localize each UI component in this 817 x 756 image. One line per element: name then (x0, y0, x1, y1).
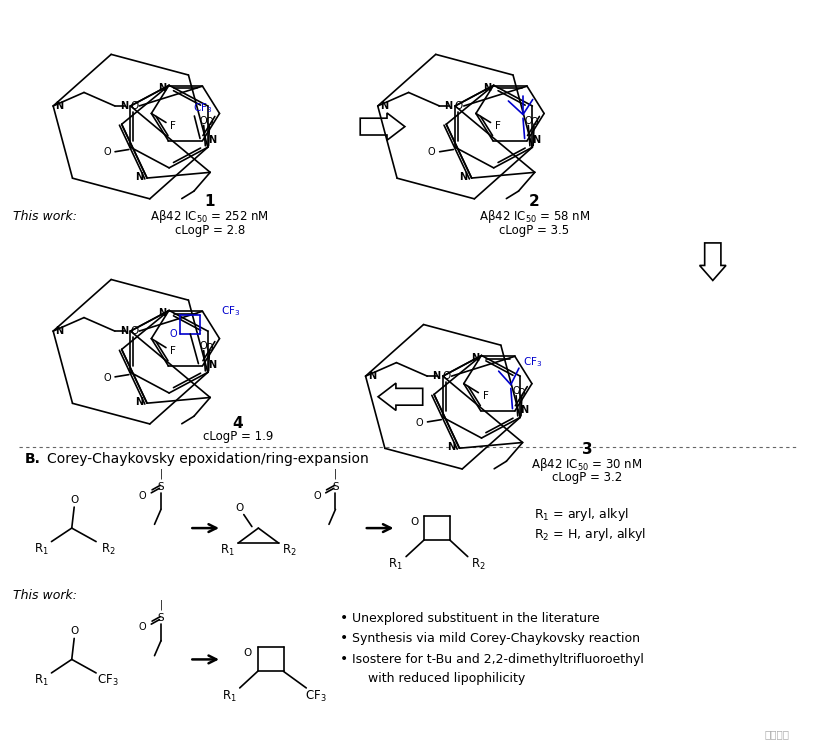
Text: N: N (483, 82, 491, 92)
Text: CF$_3$: CF$_3$ (221, 305, 240, 318)
Text: N: N (120, 326, 128, 336)
Text: N: N (380, 101, 388, 111)
Text: Synthesis via mild Corey-Chaykovsky reaction: Synthesis via mild Corey-Chaykovsky reac… (351, 632, 640, 645)
Text: cLogP = 3.2: cLogP = 3.2 (552, 471, 622, 485)
Text: Aβ42 IC$_{50}$ = 58 nM: Aβ42 IC$_{50}$ = 58 nM (479, 208, 590, 225)
Polygon shape (360, 113, 405, 141)
Text: O: O (206, 117, 213, 128)
Text: O: O (206, 342, 213, 352)
Text: Unexplored substituent in the literature: Unexplored substituent in the literature (351, 612, 600, 624)
Text: O: O (130, 101, 138, 111)
Text: N: N (158, 308, 167, 318)
Text: N: N (135, 397, 143, 407)
Text: N: N (135, 172, 143, 181)
Text: O: O (518, 388, 525, 398)
Text: •: • (340, 631, 348, 646)
Text: N: N (432, 371, 440, 381)
Text: R$_2$: R$_2$ (282, 543, 297, 558)
Text: O: O (130, 326, 138, 336)
Text: with reduced lipophilicity: with reduced lipophilicity (351, 671, 525, 685)
Text: cLogP = 3.5: cLogP = 3.5 (499, 224, 569, 237)
Text: O: O (443, 371, 451, 381)
Text: N: N (533, 135, 541, 144)
Text: 1: 1 (204, 194, 215, 209)
Text: N: N (520, 405, 529, 415)
Polygon shape (378, 383, 422, 411)
Text: cLogP = 2.8: cLogP = 2.8 (175, 224, 245, 237)
Text: B.: B. (25, 452, 41, 466)
Text: CF$_3$: CF$_3$ (193, 101, 212, 116)
Text: CF$_3$: CF$_3$ (523, 355, 542, 369)
Text: N: N (56, 326, 64, 336)
Text: R$_1$: R$_1$ (221, 689, 237, 704)
Text: O: O (170, 329, 177, 339)
Text: F: F (170, 121, 176, 132)
Text: O: O (410, 517, 418, 527)
Text: CF$_3$: CF$_3$ (97, 673, 119, 688)
Text: R$_1$: R$_1$ (33, 541, 48, 556)
Text: R$_2$: R$_2$ (471, 557, 485, 572)
Text: N: N (120, 101, 128, 111)
Text: O: O (70, 494, 78, 504)
Text: N: N (208, 360, 216, 370)
Text: N: N (459, 172, 467, 181)
Text: R$_1$ = aryl, alkyl: R$_1$ = aryl, alkyl (534, 506, 629, 523)
Text: CF$_3$: CF$_3$ (306, 689, 327, 704)
Text: O: O (428, 147, 435, 157)
Text: S: S (158, 482, 164, 492)
Text: R$_1$: R$_1$ (220, 543, 235, 558)
Text: cLogP = 1.9: cLogP = 1.9 (203, 430, 273, 443)
Text: O: O (243, 649, 252, 658)
Text: F: F (483, 392, 489, 401)
Text: N: N (444, 101, 453, 111)
Text: S: S (333, 482, 339, 492)
Text: N: N (471, 353, 479, 363)
Text: Isostere for t-Bu and 2,2-dimethyltrifluoroethyl: Isostere for t-Bu and 2,2-dimethyltriflu… (351, 653, 644, 666)
Text: |: | (334, 468, 337, 479)
Text: 2: 2 (529, 194, 540, 209)
Text: R$_1$: R$_1$ (388, 557, 403, 572)
Text: R$_2$: R$_2$ (101, 541, 116, 556)
Text: O: O (70, 626, 78, 636)
Text: O: O (103, 373, 111, 383)
Text: This work:: This work: (12, 589, 77, 602)
Text: R$_1$: R$_1$ (33, 673, 48, 688)
Text: Corey-Chaykovsky epoxidation/ring-expansion: Corey-Chaykovsky epoxidation/ring-expans… (47, 452, 369, 466)
Text: F: F (170, 346, 176, 356)
Text: F: F (495, 121, 501, 132)
Text: 4: 4 (233, 416, 243, 430)
Text: O: O (455, 101, 463, 111)
Text: O: O (139, 622, 146, 632)
Text: O: O (525, 116, 532, 126)
Text: •: • (340, 611, 348, 625)
Text: N: N (447, 442, 455, 451)
Text: N: N (56, 101, 64, 111)
Text: O: O (103, 147, 111, 157)
Text: R$_2$ = H, aryl, alkyl: R$_2$ = H, aryl, alkyl (534, 525, 646, 543)
Text: O: O (512, 386, 520, 396)
Polygon shape (699, 243, 726, 280)
Text: O: O (235, 503, 243, 513)
Text: S: S (158, 613, 164, 623)
Text: O: O (139, 491, 146, 500)
Text: O: O (313, 491, 321, 500)
Text: Aβ42 IC$_{50}$ = 30 nM: Aβ42 IC$_{50}$ = 30 nM (531, 456, 643, 472)
Text: O: O (200, 116, 208, 126)
Text: 3: 3 (582, 442, 592, 457)
Text: |: | (159, 600, 163, 610)
Text: O: O (416, 417, 423, 428)
Text: O: O (530, 117, 538, 128)
Text: This work:: This work: (12, 210, 77, 223)
Text: N: N (208, 135, 216, 144)
Text: |: | (159, 468, 163, 479)
Text: O: O (200, 341, 208, 351)
Text: Aβ42 IC$_{50}$ = 252 nM: Aβ42 IC$_{50}$ = 252 nM (150, 208, 269, 225)
Text: N: N (368, 371, 376, 381)
Text: 砖块化学: 砖块化学 (765, 730, 790, 739)
Text: N: N (158, 82, 167, 92)
Text: •: • (340, 652, 348, 667)
